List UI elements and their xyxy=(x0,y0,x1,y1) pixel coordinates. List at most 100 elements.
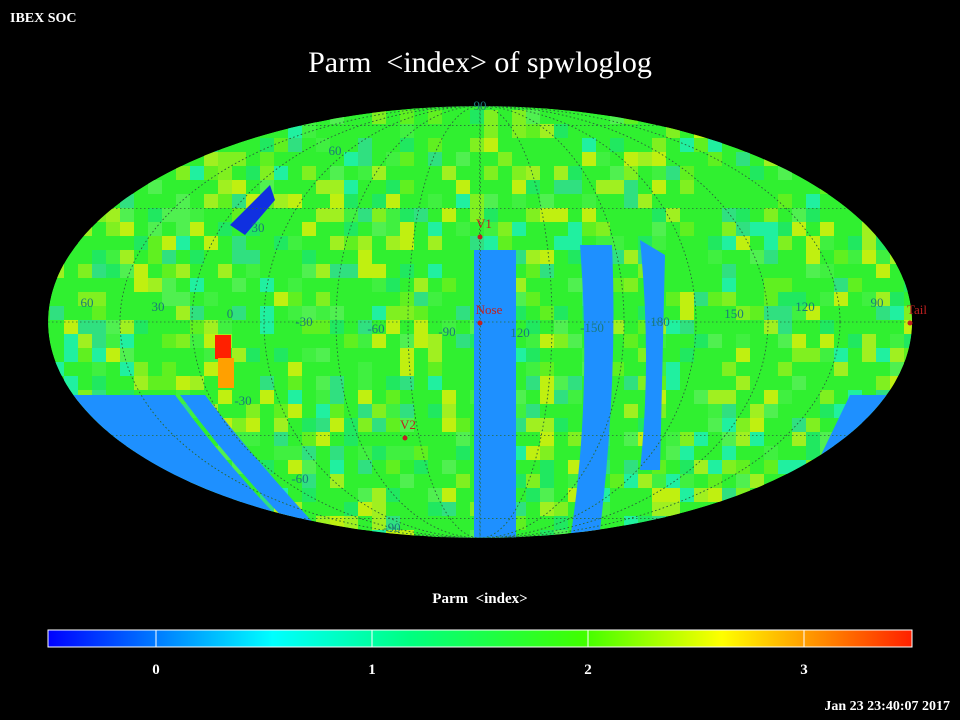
map-cell xyxy=(78,334,92,348)
map-cell xyxy=(806,208,820,222)
map-cell xyxy=(512,222,526,236)
map-cell xyxy=(596,152,610,166)
map-cell xyxy=(764,236,778,250)
map-cell xyxy=(274,432,288,446)
map-cell xyxy=(666,488,680,502)
map-cell xyxy=(302,432,316,446)
map-cell xyxy=(400,474,414,488)
map-cell xyxy=(624,376,638,390)
map-cell xyxy=(624,278,638,292)
map-cell xyxy=(624,404,638,418)
map-cell xyxy=(330,236,344,250)
map-cell xyxy=(358,236,372,250)
map-cell xyxy=(694,292,708,306)
map-cell xyxy=(568,180,582,194)
map-cell xyxy=(512,166,526,180)
map-cell xyxy=(288,194,302,208)
map-cell xyxy=(806,250,820,264)
map-cell xyxy=(442,488,456,502)
map-cell xyxy=(358,166,372,180)
map-cell xyxy=(568,320,582,334)
map-cell xyxy=(344,418,358,432)
map-cell xyxy=(302,362,316,376)
map-cell xyxy=(386,222,400,236)
map-cell xyxy=(288,446,302,460)
map-cell xyxy=(736,334,750,348)
map-cell xyxy=(64,334,78,348)
map-cell xyxy=(288,236,302,250)
map-cell xyxy=(190,278,204,292)
map-cell xyxy=(78,348,92,362)
map-cell xyxy=(876,348,890,362)
map-cell xyxy=(750,376,764,390)
map-cell xyxy=(204,264,218,278)
map-cell xyxy=(456,376,470,390)
map-cell xyxy=(694,152,708,166)
map-cell xyxy=(400,446,414,460)
map-cell xyxy=(526,166,540,180)
map-cell xyxy=(652,474,666,488)
map-cell xyxy=(708,474,722,488)
map-cell xyxy=(708,460,722,474)
map-cell xyxy=(792,418,806,432)
map-cell xyxy=(526,446,540,460)
map-cell xyxy=(176,236,190,250)
map-cell xyxy=(722,474,736,488)
map-cell xyxy=(666,320,680,334)
map-cell xyxy=(218,152,232,166)
map-cell xyxy=(624,194,638,208)
map-cell xyxy=(722,432,736,446)
map-cell xyxy=(750,166,764,180)
map-cell xyxy=(302,320,316,334)
map-cell xyxy=(680,166,694,180)
map-cell xyxy=(890,306,904,320)
map-cell xyxy=(778,194,792,208)
colorbar-tick-label: 3 xyxy=(800,662,808,678)
map-cell xyxy=(274,194,288,208)
map-cell xyxy=(316,222,330,236)
map-cell xyxy=(722,460,736,474)
map-cell xyxy=(708,348,722,362)
map-cell xyxy=(316,474,330,488)
longitude-label: -150 xyxy=(580,320,604,335)
map-cell xyxy=(148,180,162,194)
map-cell xyxy=(680,474,694,488)
map-cell xyxy=(316,432,330,446)
map-cell xyxy=(582,194,596,208)
map-cell xyxy=(582,152,596,166)
map-cell xyxy=(64,362,78,376)
map-cell xyxy=(372,502,386,516)
map-cell xyxy=(386,236,400,250)
longitude-label: 90 xyxy=(871,295,884,310)
map-cell xyxy=(316,138,330,152)
map-cell xyxy=(750,222,764,236)
map-cell xyxy=(414,446,428,460)
map-cell xyxy=(344,236,358,250)
map-cell xyxy=(750,404,764,418)
map-cell xyxy=(610,362,624,376)
map-cell xyxy=(652,236,666,250)
map-cell xyxy=(274,236,288,250)
map-cell xyxy=(526,488,540,502)
map-cell xyxy=(862,334,876,348)
map-cell xyxy=(330,306,344,320)
map-cell xyxy=(862,236,876,250)
map-cell xyxy=(694,138,708,152)
map-cell xyxy=(428,488,442,502)
map-cell xyxy=(204,166,218,180)
map-cell xyxy=(512,194,526,208)
map-cell xyxy=(344,334,358,348)
map-cell xyxy=(148,376,162,390)
graticule-labels: 90 60 30 -30 -60 -90 60 30 0 -30 -60 -90 120 -150 180 1… xyxy=(81,98,928,535)
map-cell xyxy=(680,446,694,460)
map-cell xyxy=(330,376,344,390)
map-cell xyxy=(134,376,148,390)
map-cell xyxy=(148,348,162,362)
map-cell xyxy=(554,530,568,538)
map-cell xyxy=(764,306,778,320)
map-cell xyxy=(820,250,834,264)
map-cell xyxy=(806,446,820,460)
map-cell xyxy=(554,404,568,418)
map-cell xyxy=(120,334,134,348)
map-cell xyxy=(582,222,596,236)
